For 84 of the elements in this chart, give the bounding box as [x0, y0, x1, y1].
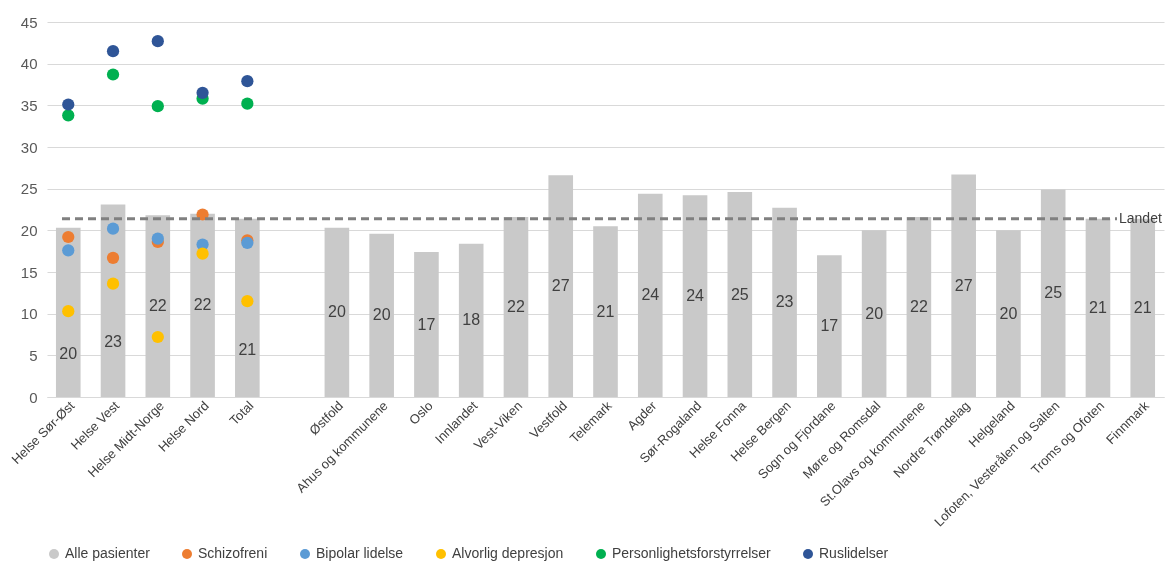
data-label: 21 [1133, 298, 1152, 316]
data-label: 20 [59, 345, 78, 363]
data-label: 20 [865, 304, 884, 322]
data-label: 25 [730, 285, 749, 303]
y-tick-label: 40 [20, 55, 38, 73]
data-label: 24 [641, 286, 660, 304]
point [106, 277, 120, 290]
data-label: 22 [193, 296, 212, 314]
data-label: 20 [999, 304, 1018, 322]
data-label: 22 [909, 298, 928, 315]
point [106, 68, 120, 81]
point [62, 98, 75, 111]
point [62, 244, 75, 257]
point [196, 86, 209, 99]
data-label: 17 [417, 315, 436, 333]
bar [682, 195, 708, 397]
ref-line-label: Landet [1119, 209, 1162, 226]
point [196, 247, 209, 260]
bar [817, 255, 842, 397]
data-label: 23 [104, 333, 123, 351]
y-tick-label: 30 [20, 138, 38, 156]
bar [1040, 189, 1066, 397]
point [151, 35, 164, 48]
data-label: 22 [507, 298, 525, 315]
point [62, 109, 75, 122]
y-tick-label: 35 [20, 96, 38, 114]
y-tick-label: 0 [29, 388, 38, 406]
bar [951, 174, 976, 397]
bar [637, 193, 663, 397]
bar [190, 213, 215, 397]
bar [324, 227, 350, 397]
point [151, 330, 164, 344]
y-tick-label: 15 [20, 263, 38, 281]
bar [235, 218, 260, 397]
point [106, 222, 120, 235]
data-label: 27 [954, 276, 973, 294]
data-label: 21 [238, 340, 257, 358]
point [106, 251, 120, 264]
data-label: 24 [686, 287, 705, 305]
data-label: 17 [820, 317, 839, 335]
data-label: 25 [1044, 284, 1063, 302]
bar [458, 243, 484, 397]
y-tick-label: 20 [20, 221, 38, 239]
point [106, 45, 120, 58]
point [62, 230, 75, 244]
bar [55, 227, 81, 397]
y-tick-label: 25 [20, 180, 38, 198]
y-tick-label: 5 [29, 346, 38, 364]
bar [369, 233, 394, 397]
legend-label: Alle pasienter [65, 545, 151, 561]
bar [727, 192, 753, 397]
legend-label: Ruslidelser [819, 545, 889, 561]
point [241, 97, 254, 110]
point [62, 305, 75, 318]
bar [996, 230, 1021, 397]
bar [145, 215, 171, 397]
bar [593, 226, 618, 397]
data-label: 21 [596, 302, 615, 320]
bar [548, 175, 574, 397]
data-label: 23 [775, 293, 794, 311]
bar [414, 252, 439, 397]
point [151, 232, 164, 245]
data-label: 27 [551, 277, 570, 295]
data-label: 21 [1089, 298, 1107, 316]
point [241, 75, 254, 88]
legend-label: Schizofreni [198, 545, 268, 561]
x-tick-label: Oslo [406, 398, 436, 428]
point [241, 295, 254, 308]
bar [772, 207, 797, 397]
bar [503, 217, 529, 397]
data-label: 20 [327, 303, 346, 321]
bar [1085, 218, 1111, 397]
legend-label: Alvorlig depresjon [452, 545, 564, 561]
bar [100, 204, 126, 397]
legend-label: Personlighetsforstyrrelser [612, 545, 772, 561]
data-label: 18 [462, 311, 481, 329]
data-label: 22 [148, 297, 167, 315]
y-tick-label: 10 [20, 305, 38, 323]
data-label: 20 [372, 306, 391, 324]
point [151, 100, 164, 113]
bar [861, 230, 887, 397]
legend-label: Bipolar lidelse [316, 545, 404, 561]
bar [906, 217, 932, 397]
y-tick-label: 45 [20, 13, 38, 31]
